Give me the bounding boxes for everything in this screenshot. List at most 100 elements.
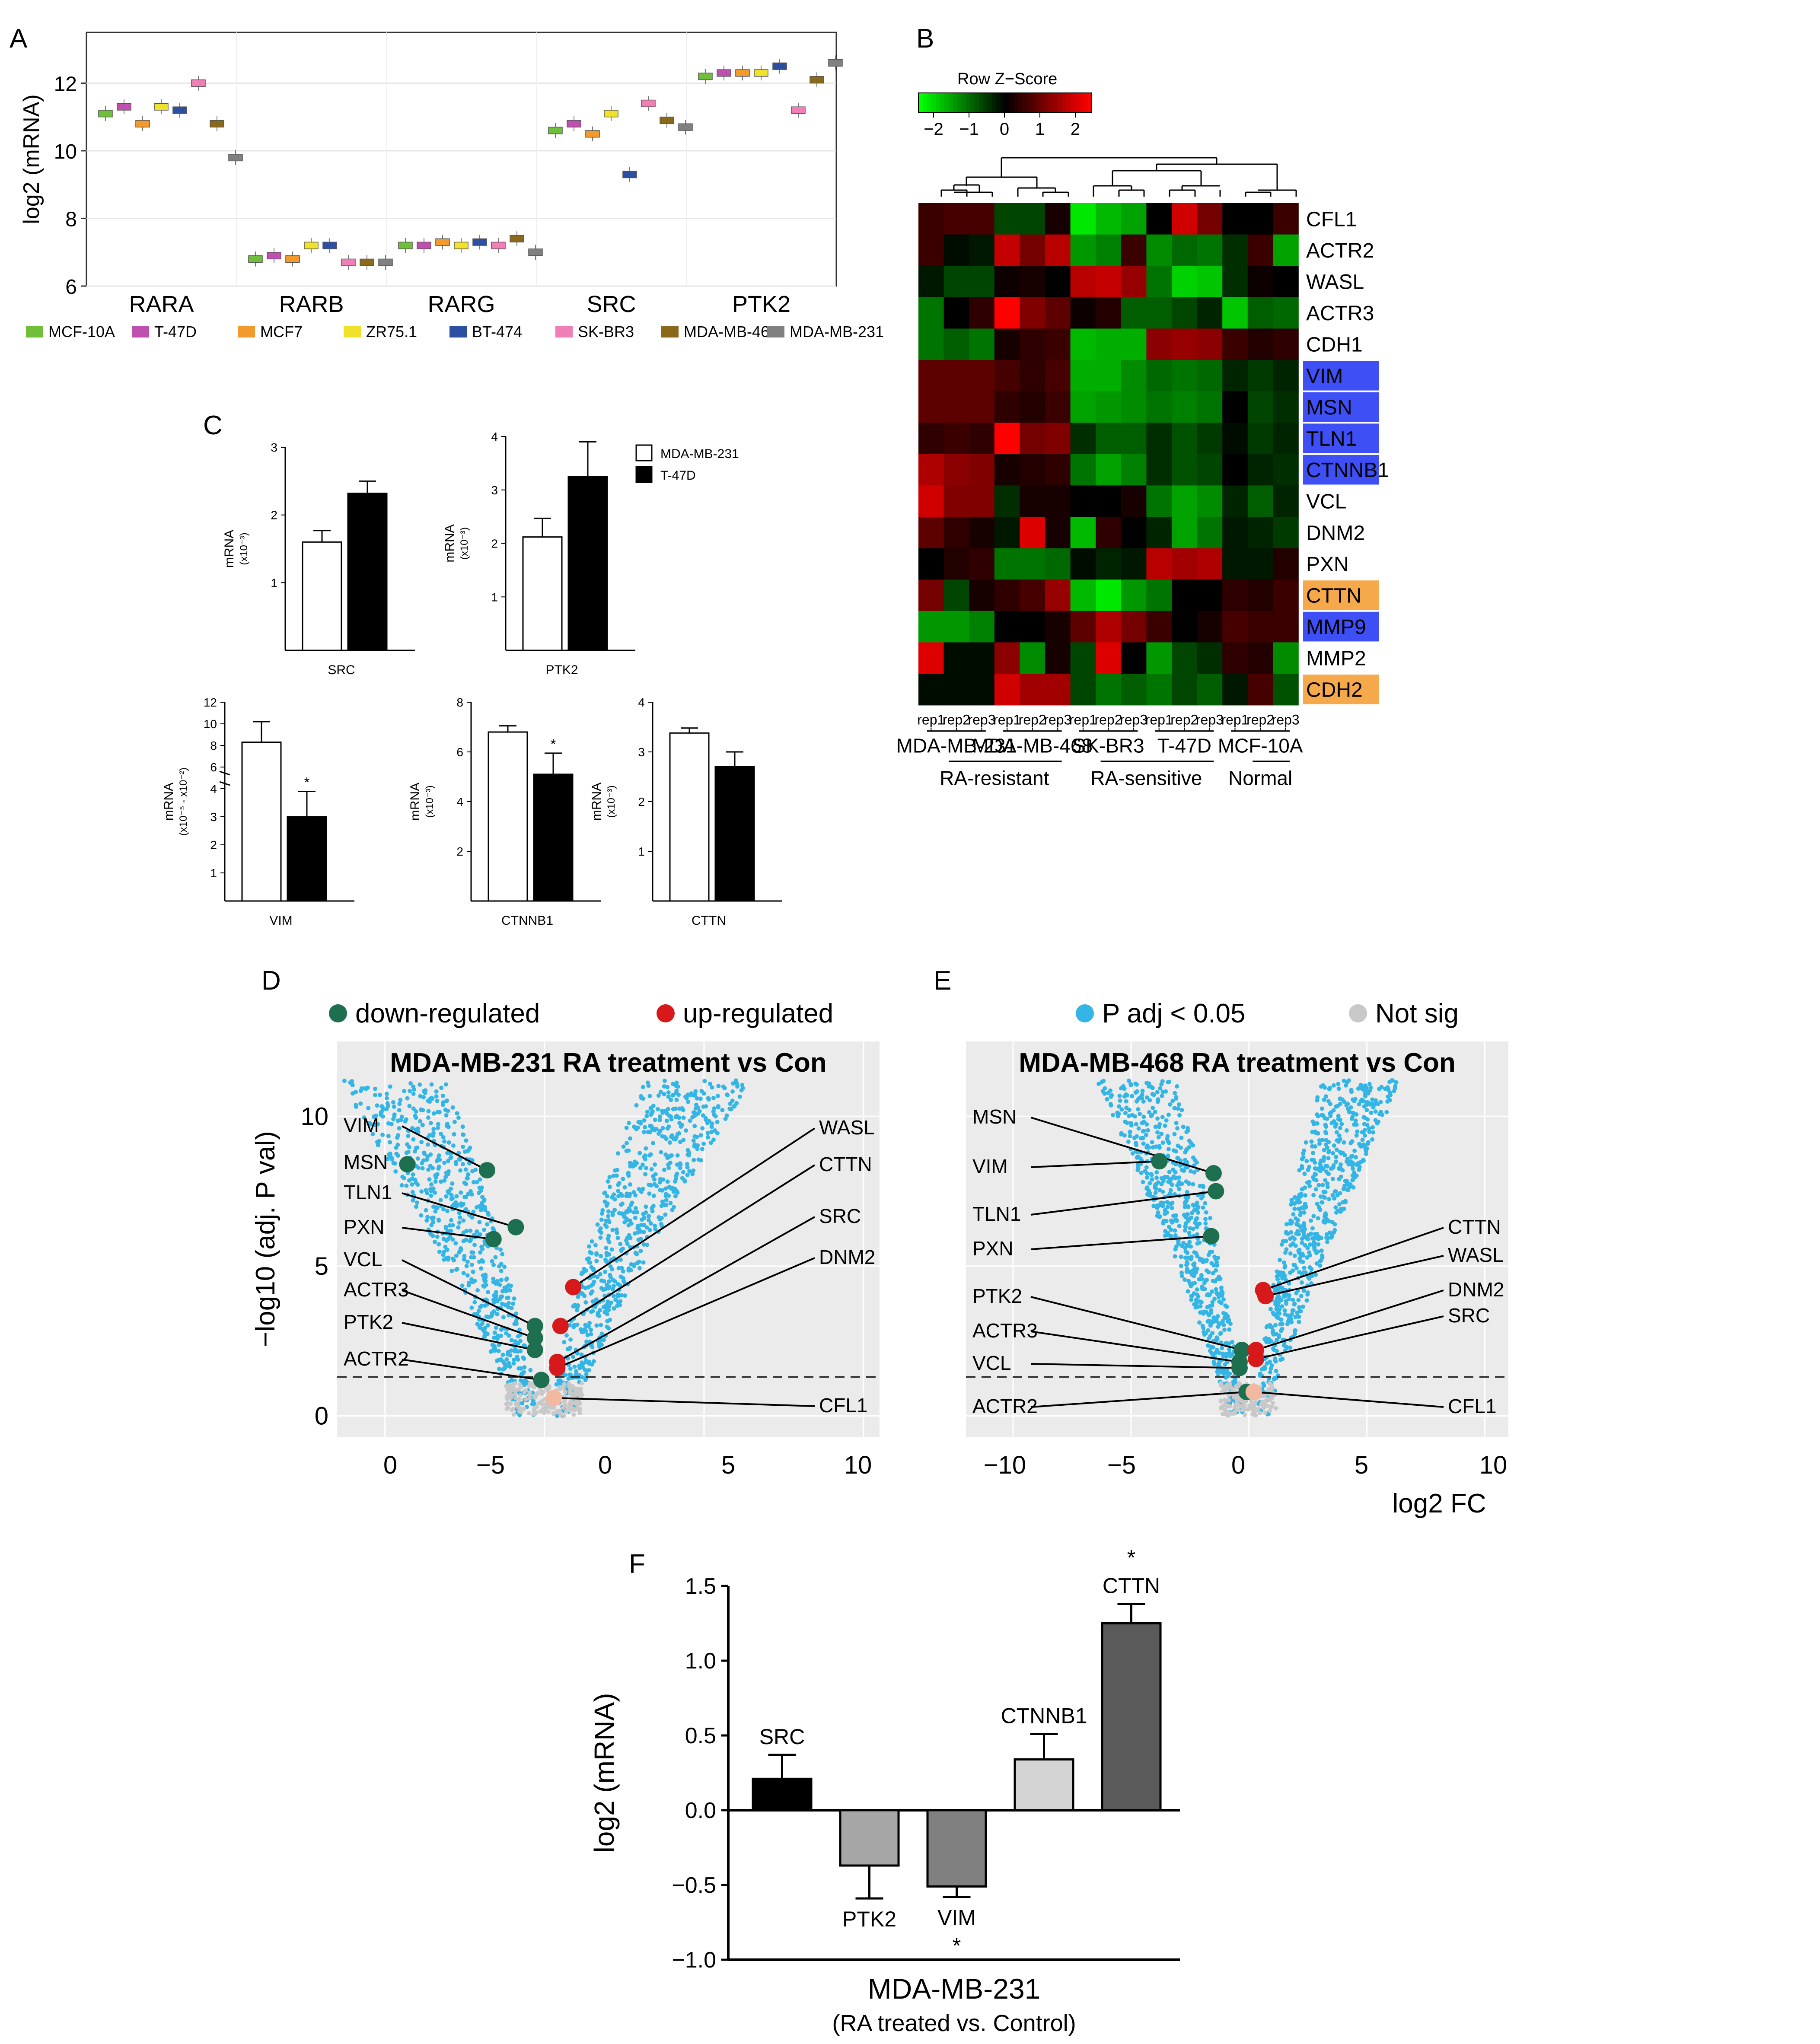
sig-point [1297,1320,1301,1324]
sig-point [597,1314,602,1318]
sig-point [1284,1344,1289,1349]
sig-point [1167,1191,1172,1196]
sig-point [1177,1113,1182,1118]
y-tick-label: 4 [638,696,645,709]
sig-point [1219,1285,1224,1290]
sig-point [1174,1095,1179,1099]
sig-point [478,1232,482,1237]
heatmap-cell [994,517,1020,549]
not-sig-point [552,1411,557,1416]
sig-point [1195,1267,1199,1271]
box [210,120,224,127]
heatmap-cell [1222,203,1248,235]
sig-point [392,1112,397,1117]
legend-label: MDA-MB-231 [660,447,739,461]
sig-point [450,1196,455,1201]
sig-point [594,1297,599,1302]
sig-point [1166,1147,1171,1152]
sig-point [395,1143,400,1147]
sig-point [1287,1296,1291,1301]
heatmap-cell [1247,360,1274,392]
not-sig-point [1251,1410,1256,1415]
sig-point [1321,1083,1326,1088]
sig-point [1289,1202,1294,1207]
not-sig-point [1227,1398,1231,1403]
color-key-segment [1057,93,1061,112]
sig-point [499,1269,504,1274]
sig-point [1305,1292,1310,1297]
heatmap-cell [1121,611,1147,643]
sig-point [665,1126,670,1131]
sig-point [478,1250,483,1255]
not-sig-point [571,1412,576,1417]
y-tick-label: 5 [315,1252,328,1280]
sig-point [1312,1247,1317,1252]
sig-point [1367,1082,1372,1086]
sig-point [723,1116,728,1121]
sig-point [584,1324,589,1328]
heatmap-cell [1020,391,1045,423]
not-sig-point [1232,1411,1237,1416]
heatmap-cell [1273,203,1299,235]
sig-point [1179,1168,1184,1172]
sig-point [418,1119,423,1124]
heatmap-cell [969,517,995,549]
sig-point [444,1238,449,1243]
heatmap-cell [1121,297,1147,329]
sig-point [555,1414,560,1418]
sig-point [698,1096,703,1101]
sig-point [399,1183,404,1188]
sig-point [498,1247,503,1252]
down-regulated-point [1203,1228,1220,1245]
color-key-segment [953,93,958,112]
color-key-segment [949,93,953,112]
sig-point [581,1329,586,1334]
heatmap-cell [943,579,969,611]
sig-point [1378,1100,1383,1105]
heatmap-cell [918,642,944,674]
heatmap-cell [943,360,969,392]
sig-point [1301,1231,1306,1236]
sig-point [610,1287,615,1292]
sig-point [619,1202,624,1207]
sig-point [673,1114,678,1119]
sig-point [384,1092,389,1096]
sig-point [439,1131,443,1136]
sig-point [1168,1188,1173,1193]
box [435,238,450,246]
sig-point [1191,1226,1195,1231]
sig-point [468,1228,473,1233]
sig-point [1215,1369,1220,1374]
sig-point [598,1272,602,1277]
sig-point [1327,1149,1332,1153]
sig-point [1309,1267,1314,1271]
heatmap-cell [1146,266,1172,298]
sig-point [628,1182,632,1187]
sig-point [1221,1323,1226,1328]
heatmap-cell [1222,642,1248,674]
not-sig-point [567,1381,571,1386]
heatmap-cell [1121,548,1147,580]
sig-point [618,1303,622,1308]
sig-point [1271,1328,1275,1333]
not-sig-point [1220,1406,1224,1410]
sig-point [1160,1189,1165,1194]
down-regulated-point [478,1162,495,1179]
sig-point [635,1261,640,1265]
sig-point [652,1128,657,1133]
sig-point [1313,1172,1317,1176]
sig-point [1330,1220,1335,1225]
sig-point [1300,1251,1305,1256]
sig-point [359,1086,364,1091]
legend-label: down-regulated [355,999,540,1028]
sig-point [663,1186,668,1191]
sig-point [1302,1265,1307,1270]
sig-point [1292,1207,1297,1211]
sig-point [587,1260,592,1265]
not-sig-point [575,1388,580,1393]
sig-point [1223,1312,1228,1316]
label-leader [557,1216,815,1363]
heatmap-cell [918,674,944,706]
sig-point [1186,1204,1191,1209]
sig-point [1278,1322,1283,1327]
